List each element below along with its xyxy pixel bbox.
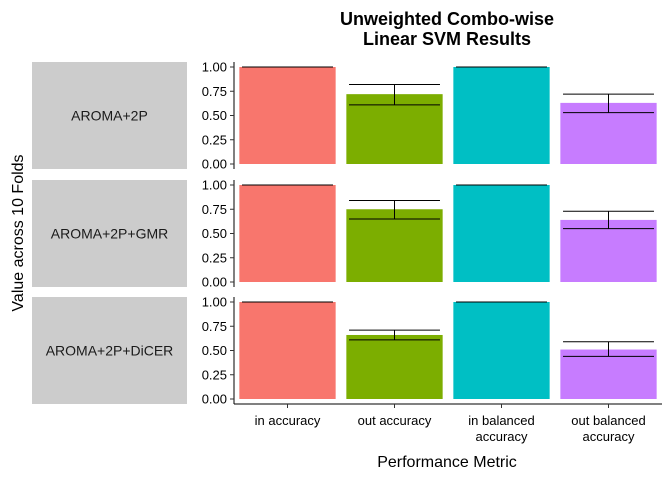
bar — [239, 67, 336, 164]
y-tick-label: 1.00 — [202, 295, 227, 310]
error-bar — [349, 329, 440, 341]
error-bar — [563, 93, 654, 114]
y-axis-title: Value across 10 Folds — [10, 154, 27, 311]
facet-strip — [32, 62, 187, 169]
x-tick-label: out balanced accuracy — [571, 413, 645, 444]
y-tick-label: 0.50 — [202, 108, 227, 123]
y-tick-label: 0.00 — [202, 157, 227, 172]
y-tick-label: 0.75 — [202, 202, 227, 217]
y-tick-label: 0.50 — [202, 343, 227, 358]
bar — [453, 302, 550, 399]
bar — [453, 67, 550, 164]
chart-title-line: Unweighted Combo-wise — [340, 9, 554, 29]
x-tick-label: out accuracy — [358, 413, 432, 428]
error-bar — [563, 210, 654, 230]
chart-title-line: Linear SVM Results — [363, 29, 531, 49]
y-tick-label: 0.25 — [202, 132, 227, 147]
bar — [346, 209, 443, 282]
chart-panels: AROMA+2P0.000.250.500.751.00AROMA+2P+GMR… — [32, 60, 657, 407]
facet-panel: AROMA+2P 0.00 0.25 0.50 0.75 1.00 — [32, 60, 657, 172]
bar — [239, 185, 336, 282]
error-bar — [563, 341, 654, 357]
facet-strip-label: AROMA+2P+GMR — [51, 226, 168, 242]
x-axis-title: Performance Metric — [377, 454, 517, 471]
y-tick-label: 0.25 — [202, 250, 227, 265]
facet-panel: AROMA+2P+DiCER 0.00 0.25 0.50 0.75 1.00 — [32, 295, 657, 407]
y-tick-label: 0.00 — [202, 275, 227, 290]
bar — [560, 219, 657, 282]
y-tick-label: 0.25 — [202, 367, 227, 382]
x-tick-label: in accuracy — [255, 413, 321, 428]
facet-panel: AROMA+2P+GMR 0.00 0.25 0.50 0.75 1.00 — [32, 178, 657, 290]
facet-strip-label: AROMA+2P — [71, 108, 148, 124]
y-tick-label: 1.00 — [202, 60, 227, 75]
bar — [453, 185, 550, 282]
y-tick-label: 0.75 — [202, 319, 227, 334]
y-tick-label: 1.00 — [202, 178, 227, 193]
facet-strip — [32, 180, 187, 287]
y-tick-label: 0.00 — [202, 392, 227, 407]
facet-strip — [32, 297, 187, 404]
y-tick-label: 0.75 — [202, 84, 227, 99]
y-tick-label: 0.50 — [202, 226, 227, 241]
bar — [560, 349, 657, 399]
facet-strip-label: AROMA+2P+DiCER — [46, 343, 174, 359]
bar — [346, 94, 443, 164]
bar — [239, 302, 336, 399]
x-axis: in accuracy out accuracy in balanced accura… — [234, 403, 662, 444]
bar — [346, 334, 443, 399]
error-bar — [349, 83, 440, 106]
x-tick-label: in balanced accuracy — [468, 413, 535, 444]
error-bar — [349, 200, 440, 220]
